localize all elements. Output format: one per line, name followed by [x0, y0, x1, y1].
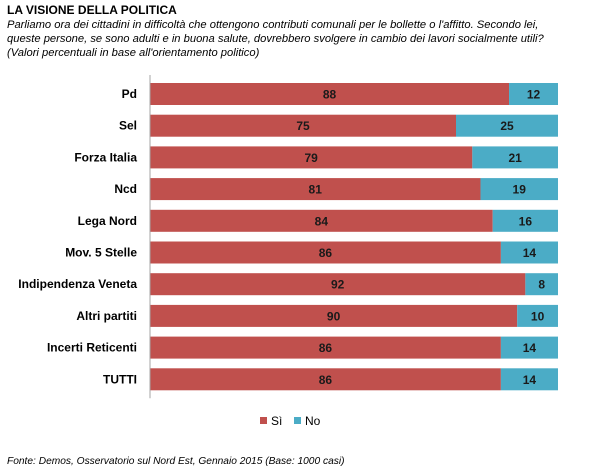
subtitle-line: Parliamo ora dei cittadini in difficoltà…: [7, 19, 539, 31]
bar-si: [150, 209, 493, 232]
bar-no: [500, 336, 558, 359]
legend-label: Sì: [271, 414, 282, 428]
chart-subtitle: Parliamo ora dei cittadini in difficoltà…: [7, 18, 597, 60]
legend-label: No: [305, 414, 321, 428]
data-label: 8: [538, 278, 545, 292]
bar-no: [456, 114, 558, 137]
bar-no: [500, 241, 558, 264]
bar-si: [150, 83, 510, 105]
data-label: 79: [304, 151, 318, 165]
bar-si: [150, 114, 456, 137]
bar-si: [150, 241, 501, 264]
legend-swatch: [260, 417, 267, 424]
data-label: 84: [315, 214, 329, 228]
subtitle-line: (Valori percentuali in base all'orientam…: [7, 47, 260, 59]
category-label: Sel: [119, 119, 137, 133]
bar-si: [150, 146, 473, 169]
data-label: 19: [513, 183, 527, 197]
data-label: 12: [527, 88, 541, 102]
data-label: 14: [523, 373, 537, 387]
bar-si: [150, 336, 501, 359]
legend-swatch: [294, 417, 301, 424]
source-note: Fonte: Demos, Osservatorio sul Nord Est,…: [7, 456, 345, 467]
chart-title: LA VISIONE DELLA POLITICA: [7, 3, 177, 17]
bar-no: [525, 273, 558, 296]
data-label: 14: [523, 246, 537, 260]
data-label: 16: [519, 214, 533, 228]
data-label: 86: [319, 246, 333, 260]
category-label: Pd: [122, 87, 137, 101]
data-label: 92: [331, 278, 345, 292]
data-label: 86: [319, 373, 333, 387]
data-label: 25: [500, 119, 514, 133]
bar-no: [509, 83, 558, 105]
bar-no: [480, 178, 558, 201]
category-label: Altri partiti: [76, 309, 137, 323]
data-label: 21: [508, 151, 522, 165]
data-label: 81: [309, 183, 323, 197]
data-label: 88: [323, 88, 337, 102]
data-label: 86: [319, 341, 333, 355]
category-label: TUTTI: [103, 372, 137, 386]
category-label: Incerti Reticenti: [47, 341, 137, 355]
bar-no: [472, 146, 558, 169]
data-label: 90: [327, 309, 341, 323]
bar-no: [500, 368, 558, 391]
category-label: Indipendenza Veneta: [18, 277, 137, 291]
data-label: 10: [531, 309, 545, 323]
data-label: 14: [523, 341, 537, 355]
bar-no: [517, 304, 558, 327]
bar-si: [150, 178, 481, 201]
category-label: Mov. 5 Stelle: [65, 246, 137, 260]
bar-si: [150, 273, 526, 296]
data-label: 75: [296, 119, 310, 133]
category-label: Forza Italia: [74, 150, 137, 164]
subtitle-line: queste persone, se sono adulti e in buon…: [7, 33, 544, 45]
bar-no: [492, 209, 558, 232]
category-label: Lega Nord: [78, 214, 137, 228]
bar-si: [150, 368, 501, 391]
bar-si: [150, 304, 518, 327]
category-label: Ncd: [114, 182, 137, 196]
